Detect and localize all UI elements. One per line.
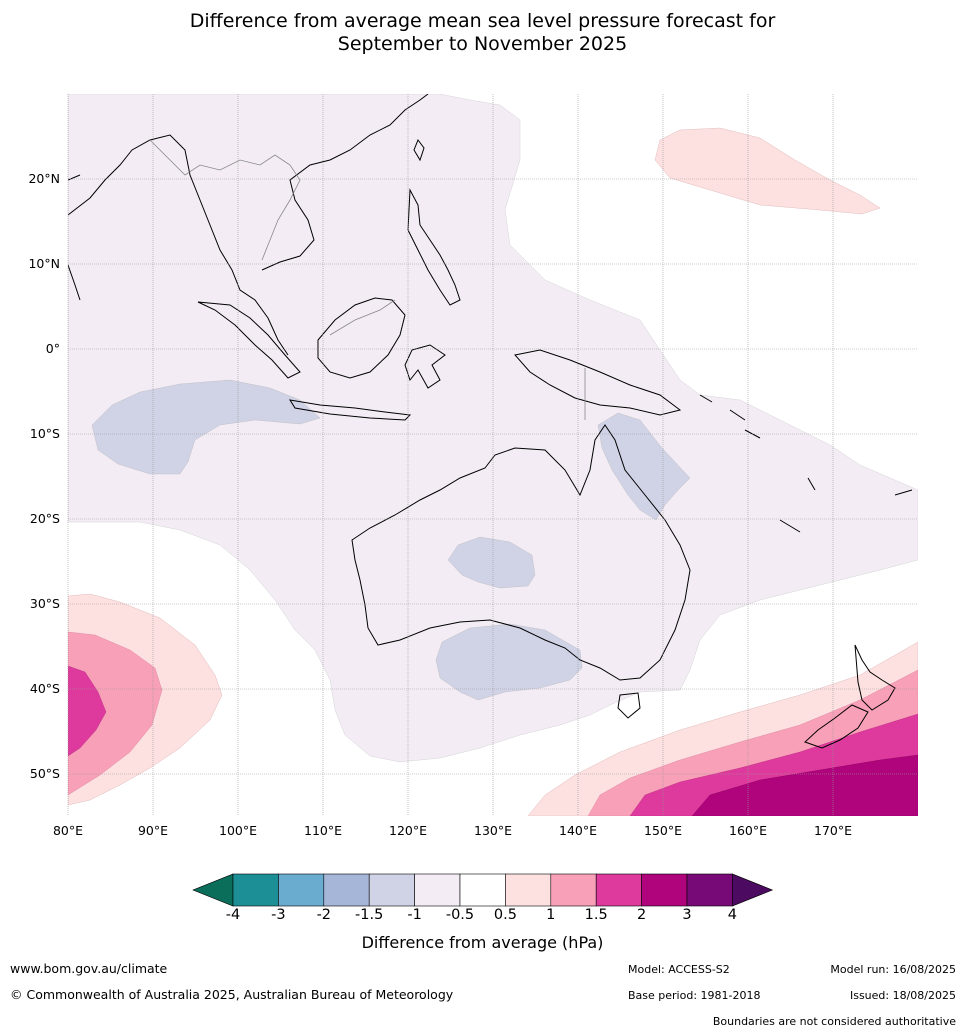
lon-label: 80°E — [52, 823, 84, 838]
lon-label: 160°E — [728, 823, 768, 838]
coastlines — [68, 94, 913, 749]
new-zealand-north-coastline — [854, 644, 896, 711]
lat-label: 30°S — [29, 596, 60, 611]
colorbar-tick-label: -1 — [407, 907, 422, 923]
colorbar-label: Difference from average (hPa) — [361, 933, 604, 952]
colorbar-tick-label: -4 — [225, 907, 241, 923]
tasmania-coastline — [617, 692, 641, 719]
colorbar-tick-label: -3 — [271, 907, 286, 923]
contour-pos-0-5-north-pacific — [654, 127, 881, 215]
colorbar-tick-label: 1 — [546, 907, 556, 923]
colorbar-segment — [505, 873, 552, 907]
colorbar-segment — [550, 873, 597, 907]
lat-label: 20°N — [28, 171, 60, 186]
taiwan-coastline — [413, 138, 425, 162]
border-borneo — [329, 299, 396, 336]
border-se-asia — [149, 139, 301, 261]
colorbar-over-arrow — [732, 873, 774, 907]
colorbar-tick-label: -2 — [316, 907, 332, 923]
lon-label: 150°E — [643, 823, 683, 838]
footer-website[interactable]: www.bom.gov.au/climate — [10, 961, 168, 976]
lat-label: 10°S — [29, 426, 60, 441]
asia-coastline — [68, 94, 429, 356]
colorbar-segment — [368, 873, 415, 907]
footer-issued: Issued: 18/08/2025 — [849, 989, 956, 1002]
new-zealand-south-coastline — [804, 704, 869, 749]
contour-neg-1-south — [435, 623, 583, 701]
colorbar-tick-label: -1.5 — [355, 907, 384, 923]
new-guinea-coastline — [514, 349, 682, 416]
footer-model-run: Model run: 16/08/2025 — [830, 963, 956, 976]
borneo-coastline — [317, 297, 406, 379]
lon-label: 140°E — [558, 823, 598, 838]
contour-pos-2-southeast — [691, 754, 918, 816]
colorbar-segment — [232, 873, 279, 907]
colorbar-tick-label: 0.5 — [493, 907, 517, 923]
colorbar-segment — [686, 873, 733, 907]
lon-label: 120°E — [388, 823, 428, 838]
colorbar-under-arrow — [192, 873, 234, 907]
australia-coastline — [351, 424, 691, 681]
colorbar-tick-label: -0.5 — [445, 907, 475, 923]
lat-label: 20°S — [29, 511, 60, 526]
philippines-coastline — [407, 188, 461, 306]
map-title: Difference from average mean sea level p… — [0, 10, 965, 56]
contour-neg-1-central — [447, 536, 536, 589]
lon-label: 130°E — [473, 823, 513, 838]
colorbar-segment — [641, 873, 688, 907]
contour-pos-1-southwest — [68, 631, 163, 796]
gridlines — [67, 94, 918, 816]
colorbar-tick-label: 4 — [727, 907, 738, 923]
sulawesi-coastline — [404, 344, 446, 389]
colorbar-segment — [414, 873, 461, 907]
colorbar-tick-label: 2 — [636, 907, 647, 923]
lon-label: 90°E — [137, 823, 169, 838]
colorbar-segment — [459, 873, 506, 907]
lon-label: 100°E — [218, 823, 258, 838]
title-line-2: September to November 2025 — [337, 33, 628, 55]
pacific-islands — [699, 394, 913, 533]
footer-model: Model: ACCESS-S2 — [628, 963, 730, 976]
footer-copyright: © Commonwealth of Australia 2025, Austra… — [10, 987, 454, 1002]
java-coastline — [288, 399, 412, 421]
sumatra-coastline — [197, 301, 301, 379]
lon-label: 110°E — [303, 823, 343, 838]
lat-label: 40°S — [29, 681, 60, 696]
lat-label: 50°S — [29, 766, 60, 781]
colorbar-segment — [595, 873, 642, 907]
colorbar-tick-label: 1.5 — [584, 907, 608, 923]
contour-neg-1-queensland — [597, 412, 691, 521]
country-borders — [149, 139, 586, 420]
contour-neg-1-west — [91, 379, 321, 475]
lat-label: 10°N — [28, 256, 60, 271]
colorbar-segment — [323, 873, 370, 907]
lon-label: 170°E — [813, 823, 853, 838]
footer-base-period: Base period: 1981-2018 — [628, 989, 761, 1002]
colorbar — [192, 873, 774, 907]
lat-label: 0° — [45, 341, 60, 356]
footer-boundaries-note: Boundaries are not considered authoritat… — [712, 1015, 956, 1028]
title-line-1: Difference from average mean sea level p… — [189, 10, 776, 32]
contour-pos-1-5-southwest — [68, 665, 107, 757]
colorbar-tick-label: 3 — [682, 907, 692, 923]
colorbar-segment — [278, 873, 325, 907]
